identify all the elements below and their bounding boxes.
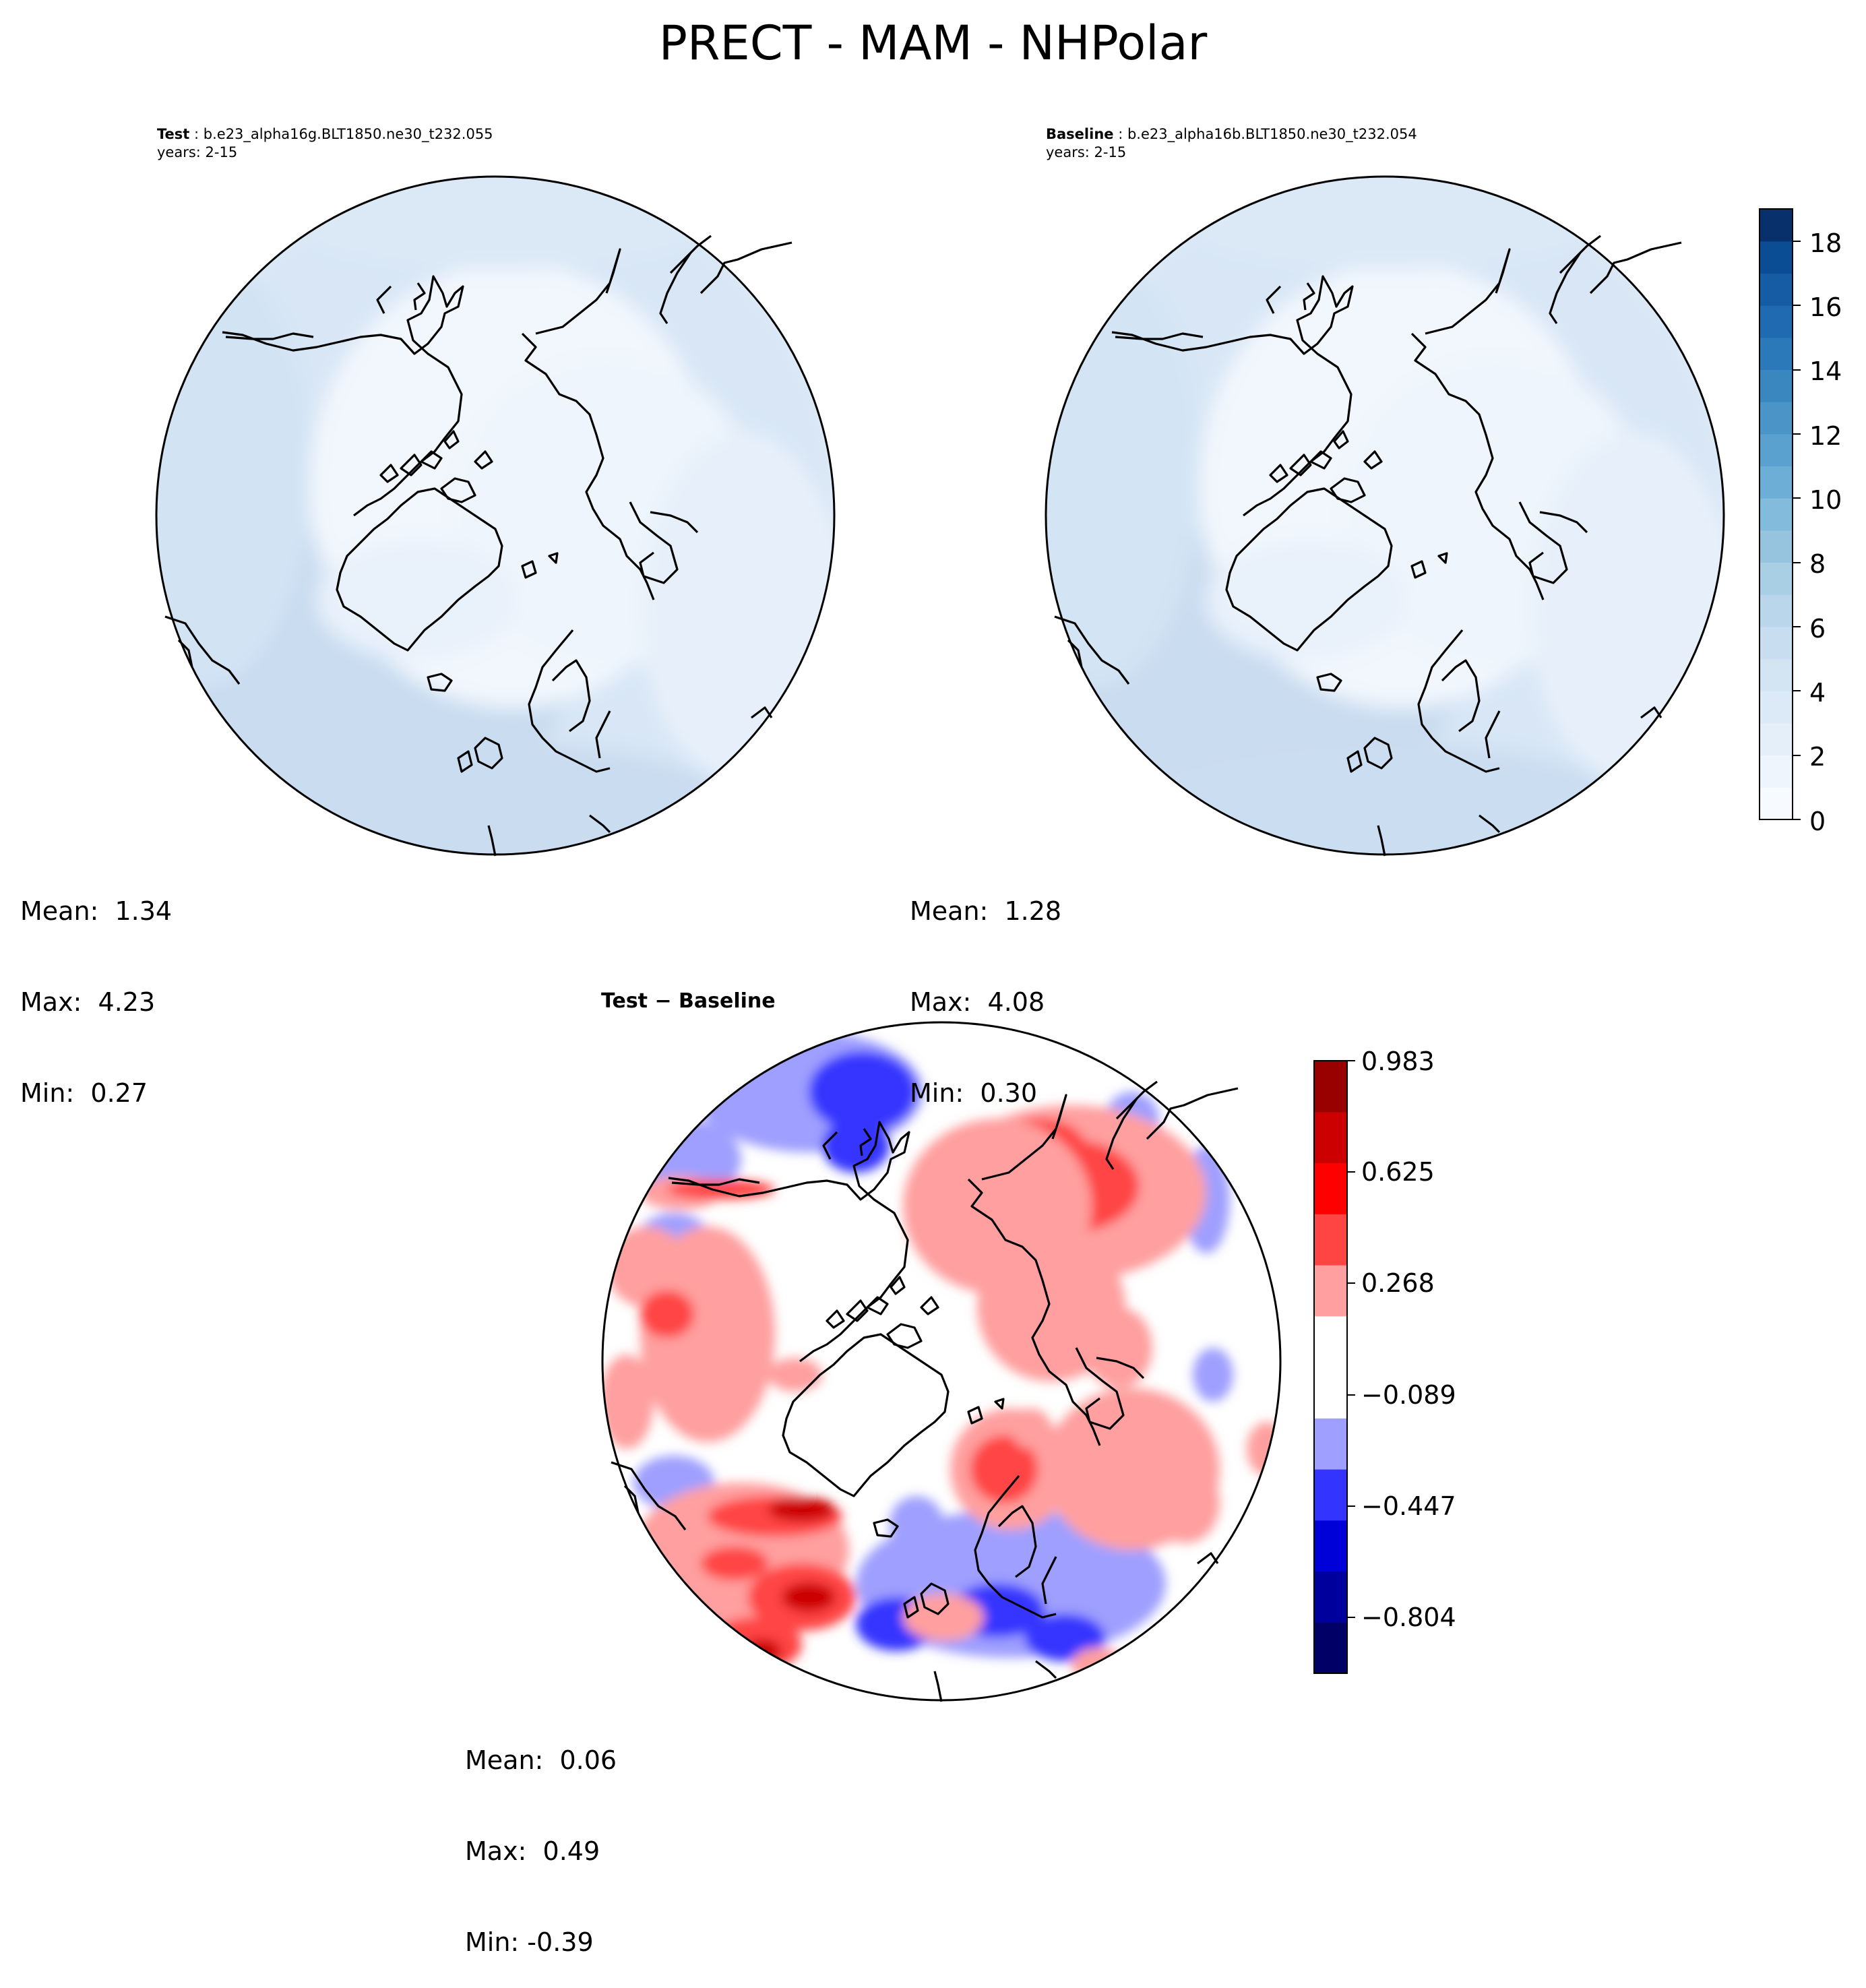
- diff-colorbar-level: [1314, 1469, 1347, 1521]
- diff-mean: Mean: 0.06: [465, 1745, 617, 1775]
- diff-colorbar-level: [1314, 1622, 1347, 1674]
- diff-colorbar-tick: 0.268: [1361, 1268, 1435, 1298]
- diff-colorbar-level: [1314, 1520, 1347, 1572]
- precip-colorbar-level: [1760, 498, 1793, 531]
- test-mean: Mean: 1.34: [20, 896, 173, 926]
- figure-title: PRECT - MAM - NHPolar: [658, 15, 1208, 71]
- baseline-min: Min: 0.30: [910, 1078, 1037, 1108]
- diff-colorbar-level: [1314, 1214, 1347, 1266]
- diff-panel-subtitle: Test − Baseline: [601, 989, 776, 1013]
- test-stats: Mean: 1.34 Max: 4.23 Min: 0.27: [20, 836, 172, 1139]
- baseline-stats: Mean: 1.28 Max: 4.08 Min: 0.30: [910, 836, 1061, 1139]
- precip-colorbar-tick: 0: [1809, 807, 1826, 836]
- precip-colorbar-level: [1760, 209, 1793, 242]
- diff-colorbar: [1314, 1061, 1347, 1674]
- test-panel-subtitle: Test : b.e23_alpha16g.BLT1850.ne30_t232.…: [157, 125, 493, 162]
- precip-colorbar-frame: [1759, 208, 1793, 820]
- precip-colorbar-tick: 2: [1809, 742, 1826, 772]
- diff-colorbar-level: [1314, 1265, 1347, 1317]
- precip-colorbar-level: [1760, 305, 1793, 338]
- diff-colorbar-level: [1314, 1367, 1347, 1419]
- diff-colorbar-level: [1314, 1315, 1347, 1368]
- diff-colorbar-level: [1314, 1418, 1347, 1470]
- precip-colorbar-tick: 6: [1809, 614, 1826, 644]
- baseline-mean: Mean: 1.28: [910, 896, 1062, 926]
- precip-colorbar-level: [1760, 658, 1793, 691]
- diff-colorbar-frame: [1313, 1060, 1348, 1674]
- precip-colorbar-level: [1760, 369, 1793, 402]
- precip-colorbar-tick: 10: [1809, 485, 1842, 515]
- precip-colorbar-level: [1760, 594, 1793, 627]
- precip-colorbar-level: [1760, 433, 1793, 467]
- precip-colorbar-tick: 8: [1809, 549, 1826, 579]
- precip-colorbar-level: [1760, 626, 1793, 660]
- precip-colorbar-level: [1760, 755, 1793, 788]
- diff-colorbar-level: [1314, 1111, 1347, 1164]
- precip-colorbar-level: [1760, 337, 1793, 371]
- diff-min: Min: -0.39: [465, 1927, 594, 1957]
- precip-colorbar-level: [1760, 787, 1793, 820]
- diff-colorbar-level: [1314, 1061, 1347, 1113]
- figure-canvas: [155, 175, 1793, 1703]
- precip-colorbar-tick: 18: [1809, 228, 1842, 258]
- diff-stats: Mean: 0.06 Max: 0.49 Min: -0.39: [465, 1685, 617, 1988]
- precip-colorbar-level: [1760, 241, 1793, 274]
- test-case-name: b.e23_alpha16g.BLT1850.ne30_t232.055: [203, 126, 493, 142]
- baseline-case-sep: :: [1113, 126, 1127, 142]
- test-case-sep: :: [189, 126, 204, 142]
- precip-colorbar: [1760, 209, 1793, 820]
- precip-colorbar-tick: 16: [1809, 292, 1842, 322]
- precip-colorbar-level: [1760, 691, 1793, 724]
- diff-colorbar-level: [1314, 1571, 1347, 1623]
- precip-colorbar-tick: 4: [1809, 678, 1826, 708]
- diff-max: Max: 0.49: [465, 1836, 600, 1866]
- precip-colorbar-level: [1760, 273, 1793, 306]
- test-label: Test: [157, 126, 190, 142]
- diff-colorbar-tick: −0.804: [1361, 1603, 1456, 1632]
- baseline-case-name: b.e23_alpha16b.BLT1850.ne30_t232.054: [1127, 126, 1417, 142]
- baseline-label: Baseline: [1046, 126, 1114, 142]
- precip-colorbar-level: [1760, 530, 1793, 563]
- precip-colorbar-level: [1760, 722, 1793, 756]
- precip-colorbar-level: [1760, 466, 1793, 499]
- test-map: [155, 175, 836, 857]
- baseline-map: [1045, 175, 1725, 857]
- diff-colorbar-tick: −0.089: [1361, 1380, 1456, 1410]
- diff-colorbar-tick: 0.983: [1361, 1047, 1435, 1076]
- diff-colorbar-level: [1314, 1162, 1347, 1214]
- baseline-years: years: 2-15: [1046, 144, 1127, 160]
- precip-colorbar-tick: 14: [1809, 356, 1842, 386]
- baseline-max: Max: 4.08: [910, 987, 1045, 1017]
- test-min: Min: 0.27: [20, 1078, 148, 1108]
- baseline-panel-subtitle: Baseline : b.e23_alpha16b.BLT1850.ne30_t…: [1046, 125, 1417, 162]
- diff-colorbar-tick: 0.625: [1361, 1157, 1435, 1187]
- precip-colorbar-level: [1760, 402, 1793, 435]
- test-years: years: 2-15: [157, 144, 238, 160]
- precip-colorbar-level: [1760, 562, 1793, 595]
- test-max: Max: 4.23: [20, 987, 156, 1017]
- precip-colorbar-tick: 12: [1809, 421, 1842, 451]
- diff-colorbar-tick: −0.447: [1361, 1491, 1456, 1521]
